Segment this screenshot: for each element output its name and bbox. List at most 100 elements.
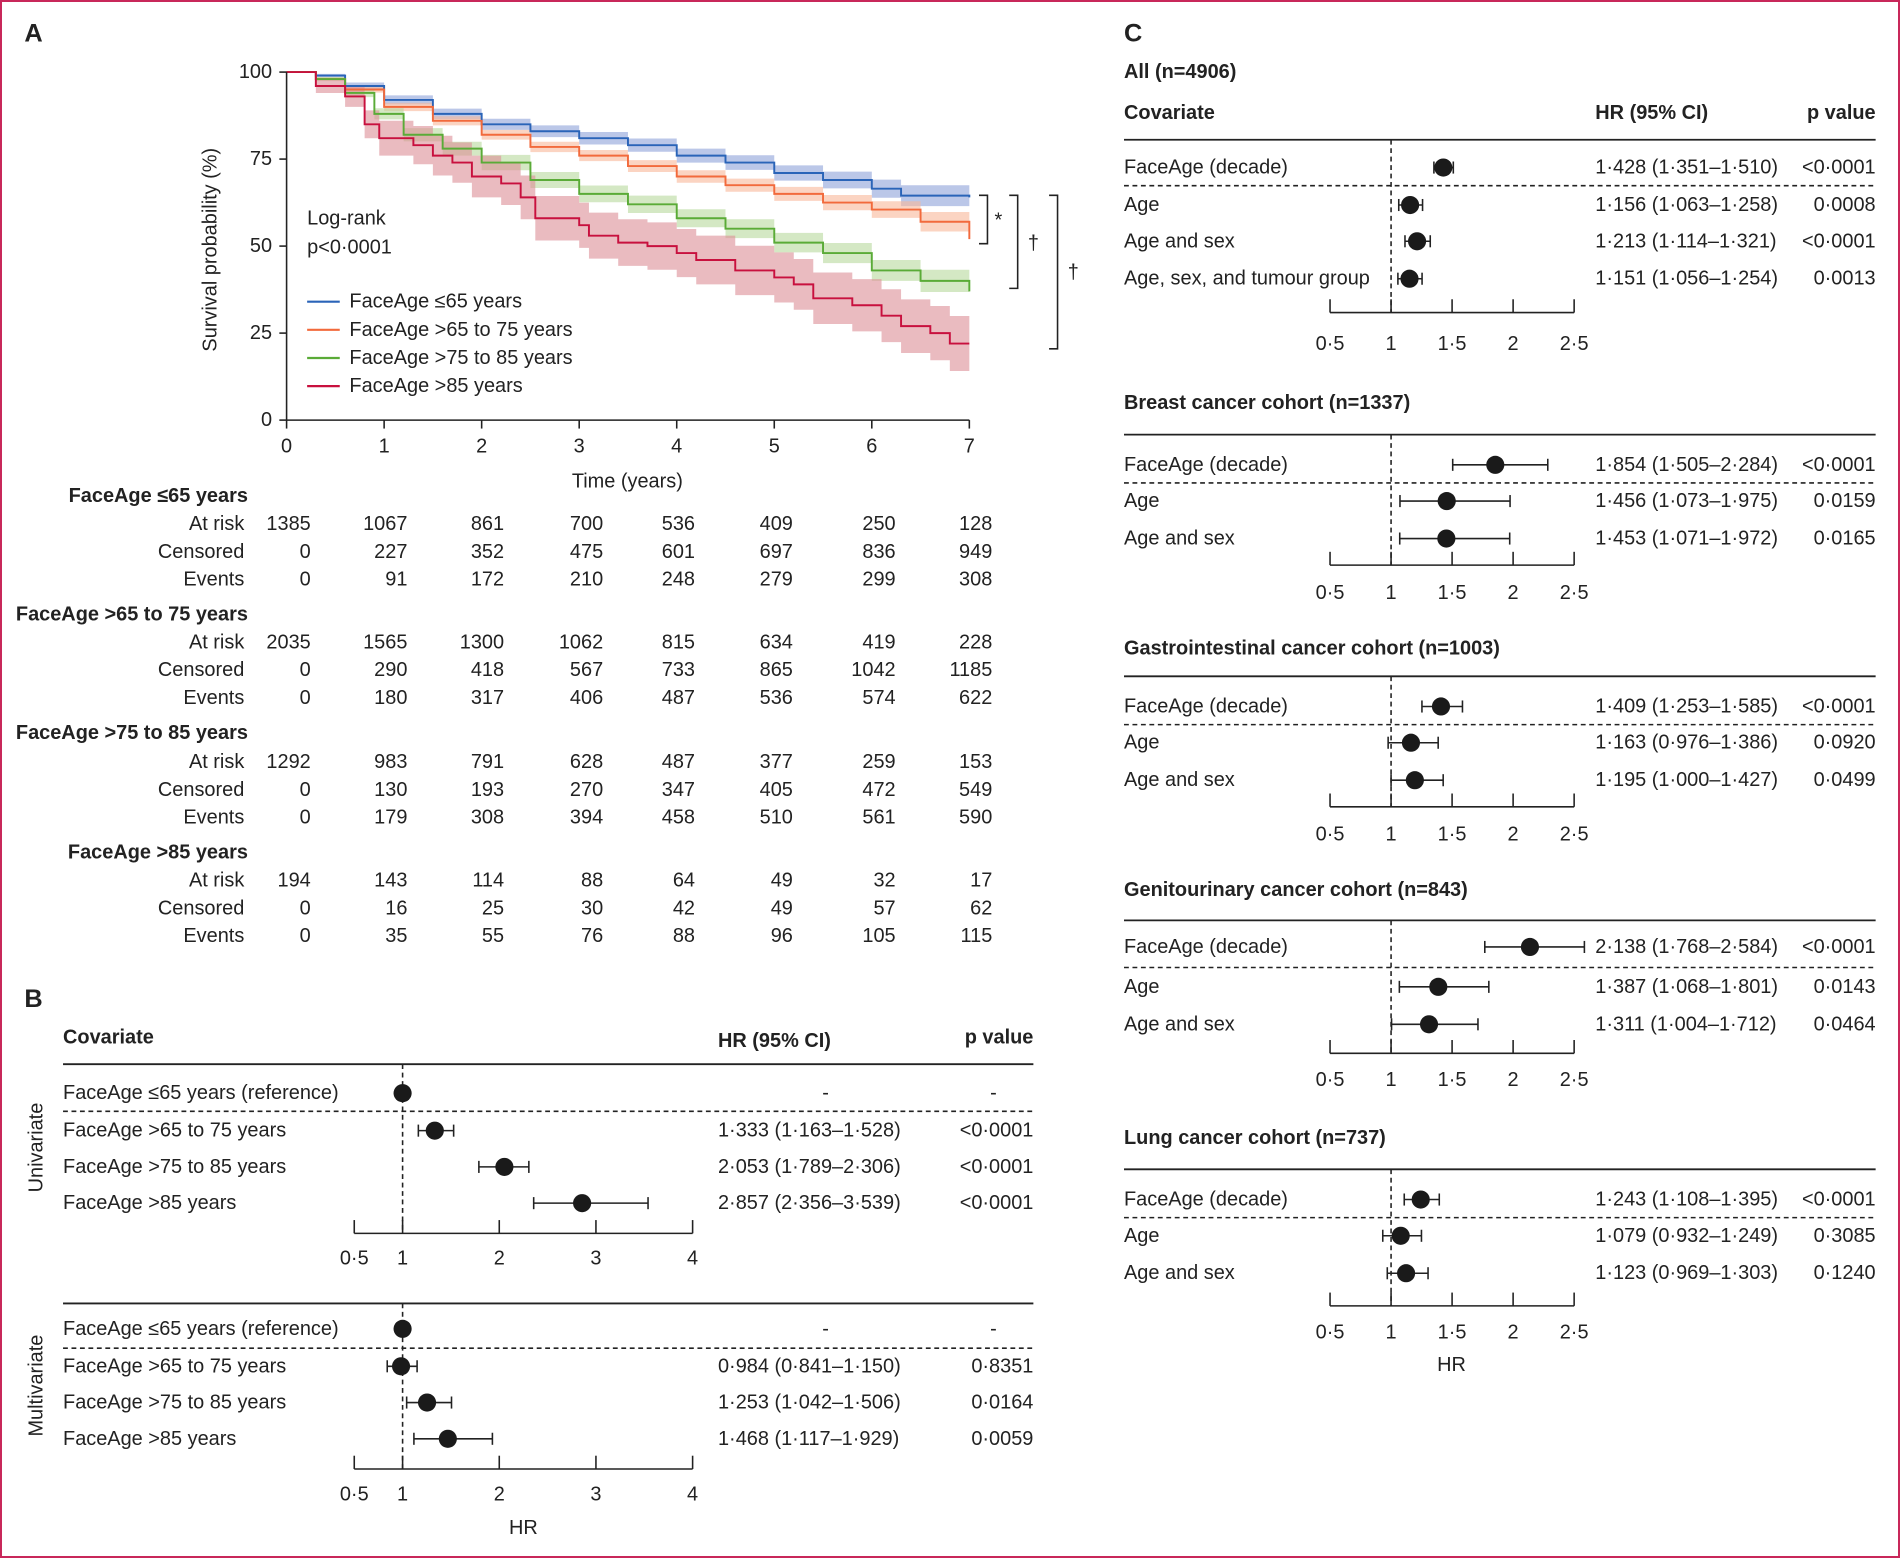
risk-cell: 49 <box>771 870 793 892</box>
covariate-label: FaceAge ≤65 years (reference) <box>63 1082 339 1104</box>
hr-point <box>1405 771 1424 790</box>
hr-point <box>1391 1226 1410 1245</box>
log-rank-p-value: p<0·0001 <box>307 236 392 258</box>
hr-tick-label: 1 <box>1386 333 1397 355</box>
hr-value: 0·984 (0·841–1·150) <box>718 1355 901 1377</box>
risk-cell: 130 <box>374 779 407 801</box>
hr-value: 2·138 (1·768–2·584) <box>1595 936 1778 958</box>
hr-value: 2·053 (1·789–2·306) <box>718 1156 901 1178</box>
hr-point <box>391 1357 411 1376</box>
section-title: Lung cancer cohort (n=737) <box>1124 1127 1386 1149</box>
risk-group-title: FaceAge ≤65 years <box>69 485 248 507</box>
x-tick-label: 3 <box>574 436 585 458</box>
covariate-label: FaceAge (decade) <box>1124 936 1288 958</box>
significance-bracket-2 <box>1049 194 1059 350</box>
hr-value: 1·387 (1·068–1·801) <box>1595 976 1778 998</box>
risk-cell: 96 <box>771 925 793 947</box>
risk-cell: 17 <box>970 870 992 892</box>
y-tick-label: 100 <box>239 61 272 83</box>
section-title: Genitourinary cancer cohort (n=843) <box>1124 879 1468 901</box>
risk-cell: 180 <box>374 687 407 709</box>
panel-label-c: C <box>1124 19 1142 47</box>
covariate-label: FaceAge (decade) <box>1124 157 1288 179</box>
covariate-label: FaceAge (decade) <box>1124 454 1288 476</box>
hr-point <box>1400 269 1419 288</box>
hr-tick-label: 0·5 <box>340 1483 369 1505</box>
risk-row-label: Censored <box>158 659 244 681</box>
x-tick-label: 0 <box>281 436 292 458</box>
risk-row-label: Events <box>183 925 244 947</box>
p-value: 0·0920 <box>1814 732 1876 754</box>
survival-curve-1 <box>286 71 971 240</box>
hr-value: 1·456 (1·073–1·975) <box>1595 490 1778 512</box>
risk-group-title: FaceAge >75 to 85 years <box>16 722 248 744</box>
risk-cell: 487 <box>662 687 695 709</box>
risk-cell: 487 <box>662 751 695 773</box>
hr-point <box>1486 455 1505 474</box>
risk-cell: 259 <box>862 751 895 773</box>
hr-value: 1·123 (0·969–1·303) <box>1595 1262 1778 1284</box>
risk-cell: 0 <box>300 569 311 591</box>
risk-cell: 317 <box>471 687 504 709</box>
p-value: <0·0001 <box>1802 936 1876 958</box>
hr-tick-label: 1 <box>1386 824 1397 846</box>
covariate-label: Age <box>1124 732 1159 754</box>
risk-cell: 64 <box>673 870 695 892</box>
risk-cell: 861 <box>471 513 504 535</box>
hr-point <box>1401 195 1420 215</box>
x-tick-label: 4 <box>671 436 682 458</box>
hr-value: 1·156 (1·063–1·258) <box>1595 194 1778 216</box>
hr-value: 1·243 (1·108–1·395) <box>1595 1189 1778 1211</box>
hr-point <box>417 1393 437 1412</box>
risk-row-label: At risk <box>189 631 244 653</box>
p-value: <0·0001 <box>960 1120 1034 1142</box>
risk-cell: 91 <box>385 569 407 591</box>
hr-tick-label: 2 <box>1508 1069 1519 1091</box>
p-value: <0·0001 <box>1802 1189 1876 1211</box>
risk-cell: 250 <box>862 513 895 535</box>
hr-tick-label: 0·5 <box>1316 1069 1345 1091</box>
risk-cell: 409 <box>760 513 793 535</box>
risk-cell: 49 <box>771 897 793 919</box>
hr-tick-label: 2 <box>1508 824 1519 846</box>
risk-cell: 475 <box>570 541 603 563</box>
risk-cell: 1042 <box>851 659 895 681</box>
risk-cell: 228 <box>959 631 992 653</box>
risk-cell: 88 <box>581 870 603 892</box>
p-value: 0·0059 <box>971 1428 1033 1450</box>
hr-value: 1·453 (1·071–1·972) <box>1595 528 1778 550</box>
hr-point <box>393 1084 412 1103</box>
risk-cell: 62 <box>970 897 992 919</box>
risk-cell: 377 <box>760 751 793 773</box>
p-value: <0·0001 <box>1802 695 1876 717</box>
ci-band-2 <box>286 72 970 304</box>
risk-cell: 270 <box>570 779 603 801</box>
hr-tick-label: 2 <box>1508 333 1519 355</box>
risk-cell: 458 <box>662 807 695 829</box>
header-hr: HR (95% CI) <box>1595 102 1708 124</box>
hr-tick-label: 0·5 <box>1316 1321 1345 1343</box>
risk-row-label: Events <box>183 687 244 709</box>
risk-cell: 35 <box>385 925 407 947</box>
covariate-label: Age <box>1124 194 1159 216</box>
risk-cell: 0 <box>300 687 311 709</box>
survival-curve-2 <box>286 71 971 292</box>
risk-cell: 55 <box>482 925 504 947</box>
significance-bracket-1 <box>1009 194 1019 290</box>
hr-tick-label: 2 <box>1508 1321 1519 1343</box>
x-axis-label: Time (years) <box>572 471 683 493</box>
p-value: 0·0013 <box>1814 268 1876 290</box>
risk-cell: 352 <box>471 541 504 563</box>
risk-cell: 227 <box>374 541 407 563</box>
risk-cell: 248 <box>662 569 695 591</box>
risk-cell: 1565 <box>363 631 407 653</box>
hr-tick-label: 1 <box>1386 1321 1397 1343</box>
hr-tick-label: 1·5 <box>1438 333 1467 355</box>
significance-marker-2: † <box>1068 262 1079 284</box>
legend-label-2: FaceAge >75 to 85 years <box>349 347 572 369</box>
risk-cell: 549 <box>959 779 992 801</box>
section-title: Breast cancer cohort (n=1337) <box>1124 392 1410 414</box>
p-value: 0·8351 <box>971 1355 1033 1377</box>
header-covariate: Covariate <box>1124 102 1215 124</box>
